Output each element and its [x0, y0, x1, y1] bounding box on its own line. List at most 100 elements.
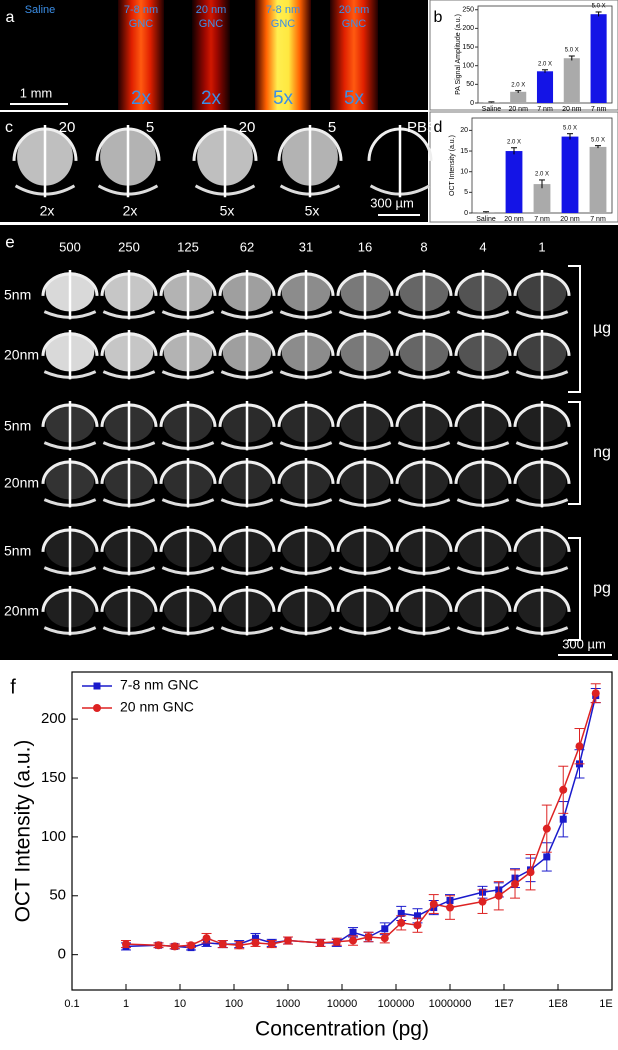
panel-b-bg: [429, 0, 618, 111]
marker: [478, 897, 487, 906]
bar-annotation: 2.0 X: [511, 82, 525, 88]
marker: [332, 937, 341, 946]
x-tick-label: 7 nm: [591, 106, 607, 113]
signal-band: [330, 0, 378, 110]
bar: [536, 71, 554, 103]
group-bracket: [568, 537, 581, 641]
sample-name: 7-8 nm: [266, 4, 300, 16]
marker: [397, 909, 405, 917]
x-tick-label: 0.1: [64, 998, 79, 1010]
column-label: 8: [420, 239, 427, 254]
size-label: 5: [146, 119, 154, 136]
y-tick-label: 150: [41, 769, 66, 786]
row-label: 20nm: [4, 347, 39, 363]
x-tick-label: Saline: [482, 106, 502, 113]
bar: [505, 151, 523, 213]
fold-label: 2x: [123, 203, 138, 219]
marker: [429, 900, 438, 909]
scale-bar-label: 300 µm: [370, 195, 414, 210]
series-line: [125, 695, 597, 949]
fold-label: 2x: [40, 203, 55, 219]
marker: [591, 689, 600, 698]
sample-sub: GNC: [342, 18, 367, 30]
y-tick-label: 10: [460, 169, 468, 176]
bar-annotation: 5.0 X: [563, 125, 577, 131]
y-tick-label: 50: [466, 81, 474, 88]
marker: [494, 891, 503, 900]
fold-label: 5x: [273, 88, 294, 109]
y-tick-label: 15: [460, 148, 468, 155]
legend-label: 20 nm GNC: [120, 699, 194, 715]
marker: [559, 785, 568, 794]
x-tick-label: 100000: [378, 998, 415, 1010]
y-tick-label: 5: [464, 189, 468, 196]
y-tick-label: 200: [41, 710, 66, 727]
x-tick-label: 10: [174, 998, 186, 1010]
bar: [533, 184, 551, 213]
y-tick-label: 200: [462, 25, 474, 32]
bar-annotation: 2.0 X: [535, 172, 549, 178]
marker: [381, 925, 389, 933]
panel-letter: c: [5, 119, 13, 136]
marker: [542, 824, 551, 833]
legend-label: 7-8 nm GNC: [120, 677, 199, 693]
x-tick-label: 1E8: [548, 998, 568, 1010]
x-tick-label: 20 nm: [562, 106, 582, 113]
group-bracket: [568, 265, 581, 393]
group-bracket: [568, 401, 581, 505]
marker: [397, 918, 406, 927]
x-tick-label: Saline: [476, 216, 496, 223]
marker: [218, 940, 227, 949]
x-axis-label: Concentration (pg): [255, 1018, 429, 1041]
marker: [187, 941, 196, 950]
plot-frame: [71, 671, 613, 991]
y-tick-label: 0: [470, 100, 474, 107]
fold-label: 5x: [344, 88, 365, 109]
bar: [589, 146, 607, 213]
marker: [122, 940, 130, 949]
group-label: ng: [593, 444, 611, 461]
bar: [563, 58, 580, 103]
x-tick-label: 7 nm: [590, 216, 606, 223]
marker: [526, 868, 535, 877]
marker: [251, 938, 260, 947]
column-label: 4: [479, 239, 486, 254]
y-tick-label: 0: [58, 946, 66, 963]
row-label: 5nm: [4, 543, 31, 559]
marker: [316, 938, 325, 947]
y-tick-label: 150: [462, 44, 474, 51]
marker: [284, 936, 292, 945]
group-label: pg: [593, 580, 611, 597]
y-axis-label: PA Signal Amplitude (a.u.): [455, 14, 462, 95]
y-tick-label: 250: [462, 7, 474, 14]
panel-letter: e: [5, 232, 14, 251]
size-label: 20: [239, 119, 256, 136]
signal-band: [255, 0, 311, 110]
panel-letter: f: [10, 676, 16, 698]
x-tick-label: 100: [225, 998, 243, 1010]
sample-sub: GNC: [129, 18, 154, 30]
y-axis-label: OCT Intensity (a.u.): [12, 740, 35, 923]
marker: [413, 921, 422, 930]
y-tick-label: 100: [41, 828, 66, 845]
size-label: 20: [59, 119, 76, 136]
marker: [575, 742, 584, 751]
sample-sub: GNC: [199, 18, 224, 30]
signal-band: [118, 0, 164, 110]
x-tick-label: 1: [123, 998, 129, 1010]
fold-label: 2x: [131, 88, 152, 109]
sample-sub: GNC: [271, 18, 296, 30]
marker: [349, 928, 357, 936]
signal-band: [192, 0, 230, 110]
marker: [154, 941, 163, 950]
panel-letter: a: [6, 9, 15, 26]
row-label: 20nm: [4, 475, 39, 491]
panel-letter: b: [434, 9, 443, 26]
row-label: 20nm: [4, 603, 39, 619]
x-tick-label: 7 nm: [534, 216, 550, 223]
scale-bar-label: 1 mm: [20, 85, 53, 100]
series-line: [125, 692, 597, 948]
x-tick-label: 20 nm: [508, 106, 528, 113]
legend-marker: [93, 704, 101, 712]
